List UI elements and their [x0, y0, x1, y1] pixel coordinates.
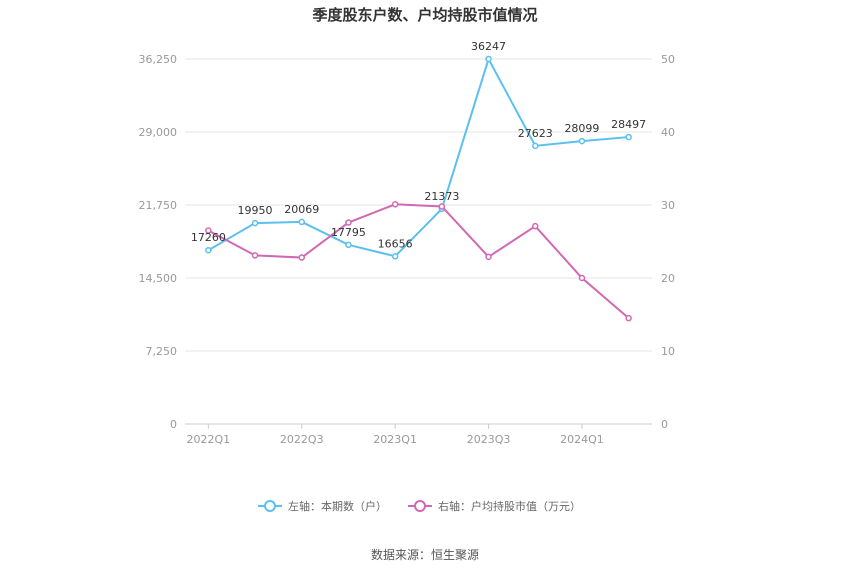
data-label: 17260	[191, 231, 226, 244]
data-point	[625, 314, 632, 322]
right-tick-label: 0	[661, 418, 668, 431]
left-axis: 0 7,250 14,500 21,750 29,000 36,250	[139, 53, 178, 431]
data-point	[532, 222, 539, 230]
data-label: 28497	[611, 118, 646, 131]
data-point	[578, 137, 586, 145]
data-point	[251, 252, 259, 259]
data-label: 20069	[284, 203, 319, 216]
data-label: 21373	[424, 190, 459, 203]
legend-label-2: 右轴：户均持股市值（万元）	[438, 499, 581, 513]
source-note: 数据来源：恒生聚源	[371, 547, 479, 562]
data-label: 28099	[564, 122, 599, 135]
data-point	[205, 246, 212, 254]
x-tick-label: 2024Q1	[560, 433, 604, 446]
x-tick-label: 2022Q1	[187, 433, 231, 446]
data-point	[625, 133, 632, 141]
data-point	[205, 227, 212, 234]
right-tick-label: 20	[661, 272, 675, 285]
data-point	[298, 218, 305, 226]
data-point	[345, 219, 352, 226]
left-tick-label: 7,250	[146, 345, 178, 358]
data-labels: 17260 19950 20069 17795 16656 21373 36247 27623…	[191, 40, 646, 250]
data-point	[298, 254, 305, 261]
data-label: 36247	[471, 40, 506, 53]
data-point	[251, 219, 259, 227]
legend-label-1: 左轴：本期数（户）	[288, 499, 387, 513]
right-tick-label: 40	[661, 126, 675, 139]
legend[interactable]: 左轴：本期数（户） 右轴：户均持股市值（万元）	[258, 499, 581, 513]
data-point	[345, 241, 352, 249]
series-line-1	[207, 56, 629, 258]
left-tick-label: 14,500	[139, 272, 178, 285]
x-tick-label: 2022Q3	[280, 433, 324, 446]
left-tick-label: 29,000	[139, 126, 178, 139]
series-line-2	[207, 203, 630, 319]
left-tick-label: 21,750	[139, 199, 178, 212]
data-point	[391, 253, 399, 260]
left-tick-label: 0	[170, 418, 177, 431]
x-tick-label: 2023Q1	[373, 433, 417, 446]
data-point	[485, 253, 492, 261]
legend-marker-2	[414, 500, 426, 512]
data-label: 16656	[378, 237, 413, 250]
right-tick-label: 10	[661, 345, 675, 358]
x-tick-label: 2023Q3	[467, 433, 511, 446]
right-axis: 0 10 20 30 40 50	[661, 53, 675, 431]
data-point	[391, 201, 399, 208]
data-point	[438, 203, 446, 210]
grid	[185, 58, 652, 425]
right-tick-label: 30	[661, 199, 675, 212]
right-tick-label: 50	[661, 53, 675, 66]
data-point	[578, 274, 586, 282]
series-layer	[205, 55, 632, 322]
chart-title: 季度股东户数、户均持股市值情况	[312, 6, 537, 24]
data-label: 19950	[238, 204, 273, 217]
x-axis: 2022Q1 2022Q3 2023Q1 2023Q3 2024Q1	[187, 424, 604, 446]
legend-marker-1	[264, 500, 276, 512]
left-tick-label: 36,250	[139, 53, 178, 66]
data-label: 27623	[518, 127, 553, 140]
data-point	[485, 55, 492, 63]
data-point	[532, 142, 539, 150]
data-label: 17795	[331, 226, 366, 239]
